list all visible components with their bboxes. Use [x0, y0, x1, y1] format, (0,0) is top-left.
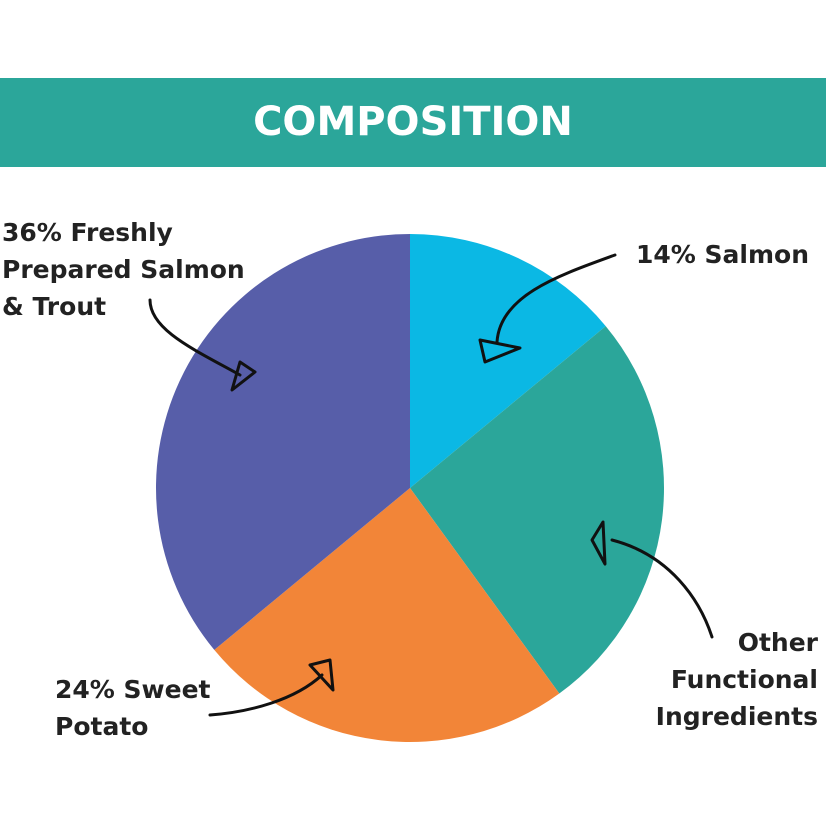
arrowhead [590, 520, 607, 566]
arrow [495, 253, 617, 344]
slice-label: 24% Sweet Potato [55, 675, 211, 741]
pie-slice [410, 234, 606, 488]
arrows [148, 253, 714, 717]
arrowhead [478, 338, 522, 364]
arrow [208, 673, 324, 717]
pie-slice [156, 234, 410, 650]
slice-label: 14% Salmon [636, 240, 810, 269]
slice-label: 36% Freshly Prepared Salmon & Trout [2, 218, 245, 321]
pie-slice [410, 326, 665, 694]
arrow [148, 298, 242, 377]
slice-label: Other Functional Ingredients [655, 628, 818, 731]
pie-slice [214, 488, 560, 742]
arrowhead [230, 360, 257, 392]
arrowhead [308, 658, 335, 692]
chart-title: COMPOSITION [253, 99, 573, 145]
arrow [610, 538, 714, 639]
header-band [0, 78, 826, 167]
